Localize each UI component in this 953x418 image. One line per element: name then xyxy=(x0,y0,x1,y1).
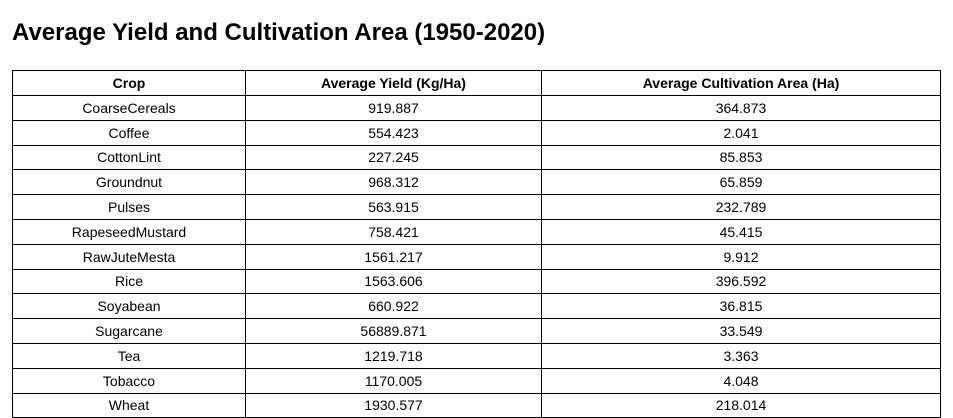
table-body: CoarseCereals 919.887 364.873 Coffee 554… xyxy=(12,95,941,418)
crop-table: Crop Average Yield (Kg/Ha) Average Culti… xyxy=(12,70,941,418)
cell-yield: 554.423 xyxy=(245,119,542,146)
cell-crop: Groundnut xyxy=(12,169,246,196)
cell-area: 218.014 xyxy=(541,392,941,418)
table-row: Soyabean 660.922 36.815 xyxy=(12,293,941,320)
table-row: Tea 1219.718 3.363 xyxy=(12,342,941,369)
cell-crop: RawJuteMesta xyxy=(12,243,246,270)
cell-yield: 1170.005 xyxy=(245,367,542,394)
cell-crop: Wheat xyxy=(12,392,246,418)
cell-crop: Tobacco xyxy=(12,367,246,394)
header-average-cultivation-area: Average Cultivation Area (Ha) xyxy=(541,70,941,96)
cell-yield: 1561.217 xyxy=(245,243,542,270)
cell-area: 396.592 xyxy=(541,268,941,295)
cell-yield: 919.887 xyxy=(245,95,542,121)
cell-crop: CottonLint xyxy=(12,144,246,171)
cell-crop: Coffee xyxy=(12,119,246,146)
cell-yield: 227.245 xyxy=(245,144,542,171)
page-title: Average Yield and Cultivation Area (1950… xyxy=(12,19,546,46)
header-crop: Crop xyxy=(12,70,246,96)
cell-area: 36.815 xyxy=(541,293,941,320)
cell-area: 33.549 xyxy=(541,318,941,344)
table-header-row: Crop Average Yield (Kg/Ha) Average Culti… xyxy=(12,70,941,96)
table-row: Sugarcane 56889.871 33.549 xyxy=(12,318,941,344)
cell-area: 364.873 xyxy=(541,95,941,121)
cell-area: 232.789 xyxy=(541,194,941,220)
cell-yield: 758.421 xyxy=(245,218,542,245)
cell-crop: Soyabean xyxy=(12,293,246,320)
cell-area: 85.853 xyxy=(541,144,941,171)
cell-crop: Tea xyxy=(12,342,246,369)
cell-yield: 968.312 xyxy=(245,169,542,196)
cell-crop: Pulses xyxy=(12,194,246,220)
table-row: RawJuteMesta 1561.217 9.912 xyxy=(12,243,941,270)
cell-crop: CoarseCereals xyxy=(12,95,246,121)
cell-crop: RapeseedMustard xyxy=(12,218,246,245)
cell-area: 2.041 xyxy=(541,119,941,146)
cell-crop: Rice xyxy=(12,268,246,295)
header-average-yield: Average Yield (Kg/Ha) xyxy=(245,70,542,96)
table-row: Groundnut 968.312 65.859 xyxy=(12,169,941,196)
cell-yield: 1219.718 xyxy=(245,342,542,369)
table-row: CoarseCereals 919.887 364.873 xyxy=(12,95,941,121)
table-row: Rice 1563.606 396.592 xyxy=(12,268,941,295)
table-row: CottonLint 227.245 85.853 xyxy=(12,144,941,171)
cell-yield: 1930.577 xyxy=(245,392,542,418)
cell-area: 45.415 xyxy=(541,218,941,245)
cell-area: 65.859 xyxy=(541,169,941,196)
cell-area: 9.912 xyxy=(541,243,941,270)
table-row: Coffee 554.423 2.041 xyxy=(12,119,941,146)
table-row: RapeseedMustard 758.421 45.415 xyxy=(12,218,941,245)
cell-yield: 563.915 xyxy=(245,194,542,220)
cell-yield: 660.922 xyxy=(245,293,542,320)
table-row: Wheat 1930.577 218.014 xyxy=(12,392,941,418)
table-row: Tobacco 1170.005 4.048 xyxy=(12,367,941,394)
cell-crop: Sugarcane xyxy=(12,318,246,344)
cell-yield: 56889.871 xyxy=(245,318,542,344)
table-row: Pulses 563.915 232.789 xyxy=(12,194,941,220)
cell-area: 3.363 xyxy=(541,342,941,369)
cell-yield: 1563.606 xyxy=(245,268,542,295)
cell-area: 4.048 xyxy=(541,367,941,394)
